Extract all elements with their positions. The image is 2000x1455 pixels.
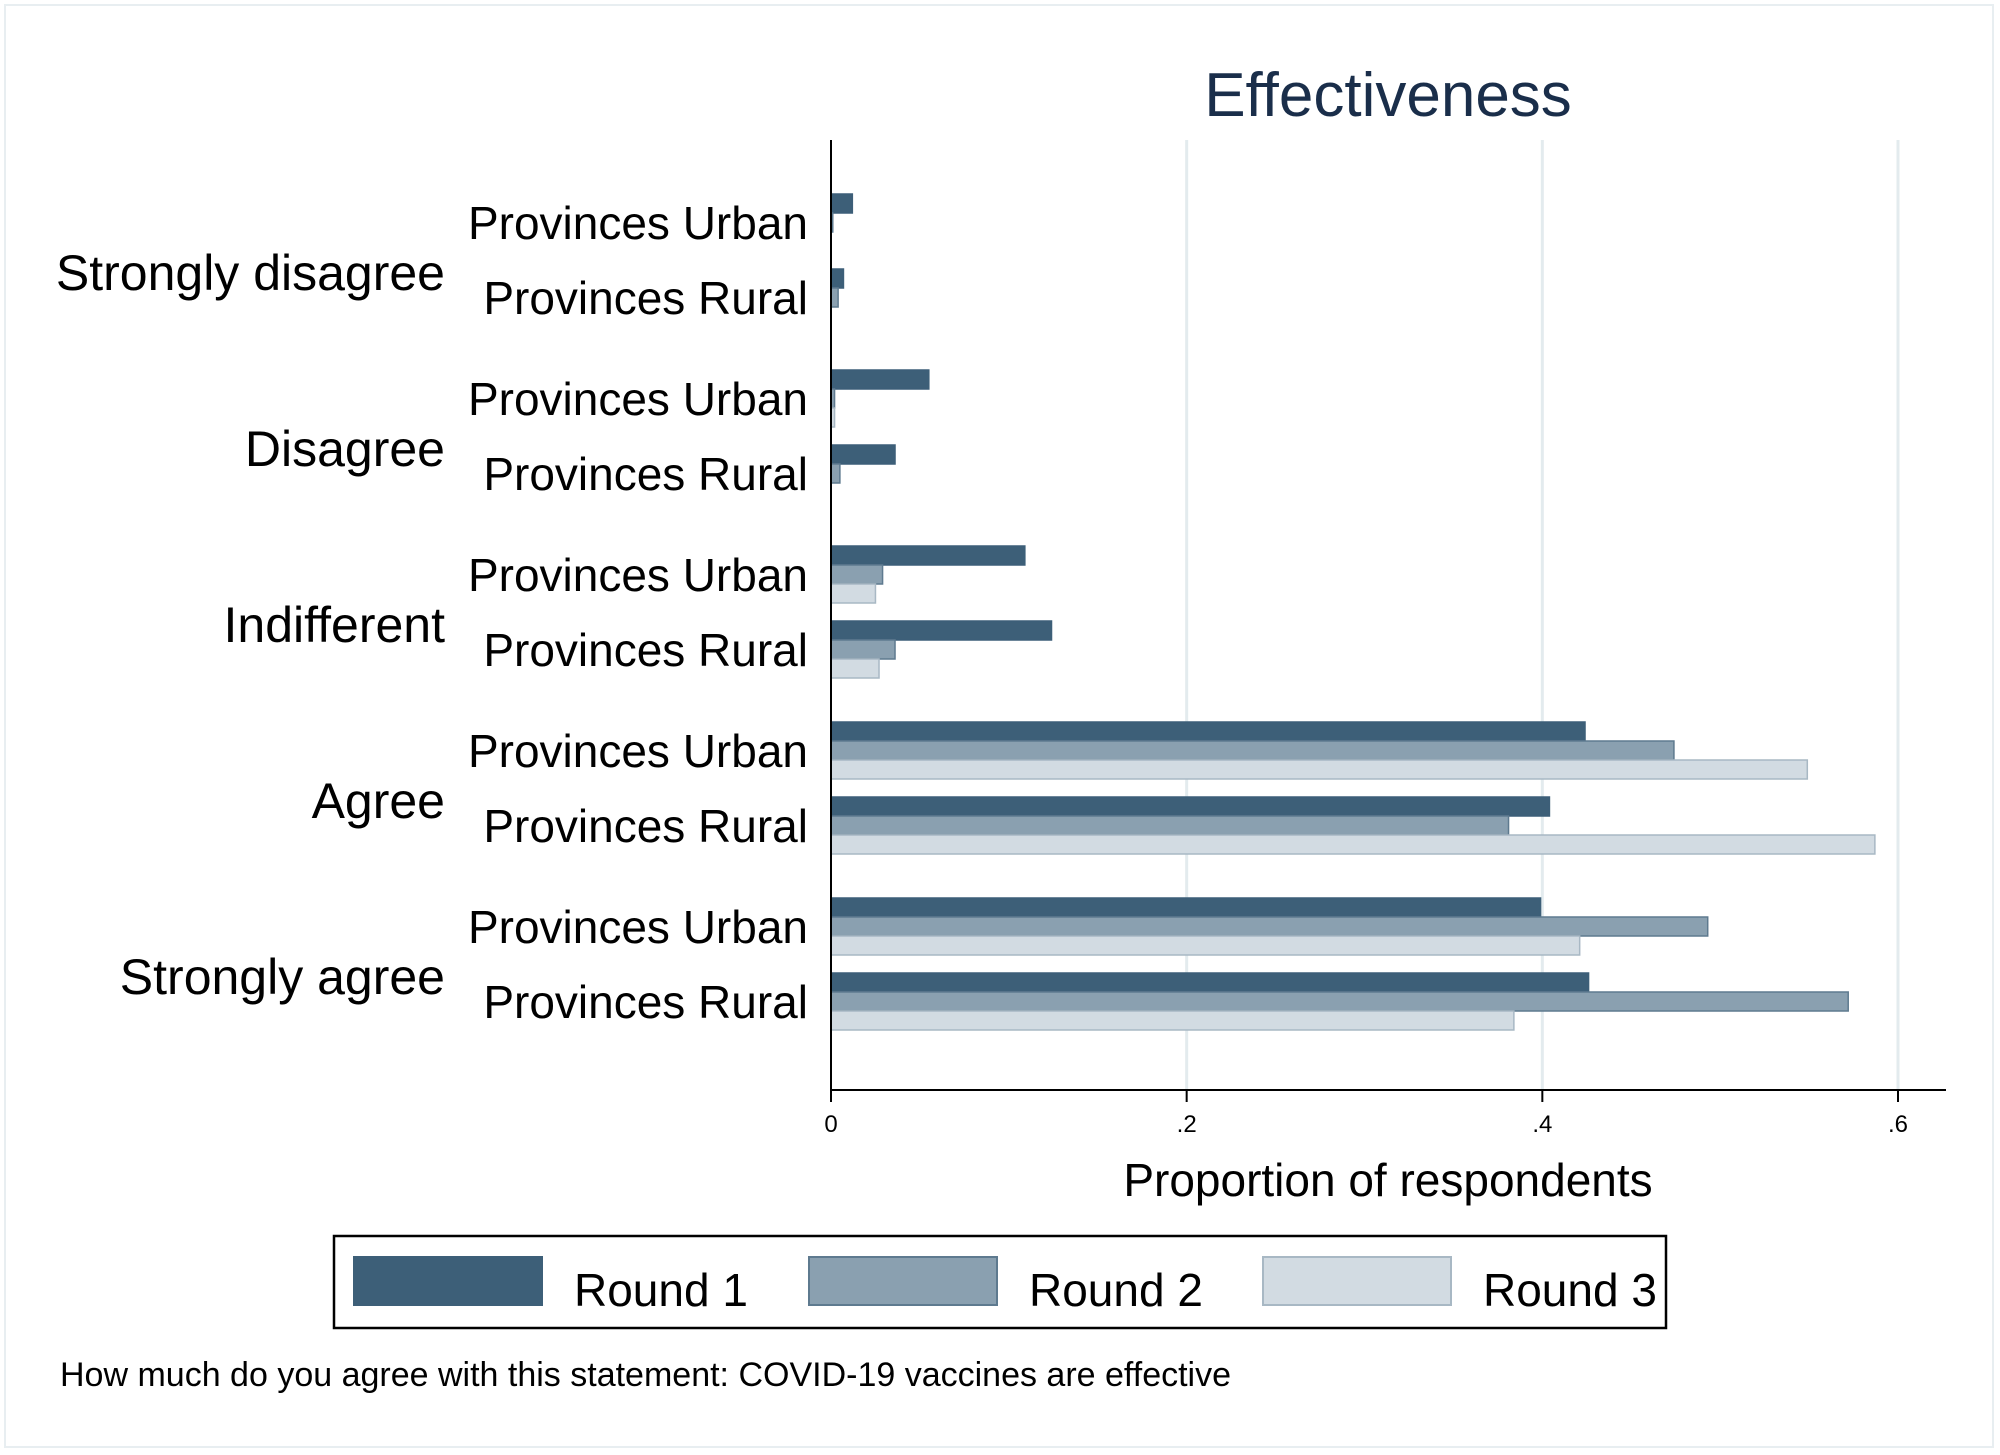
bar [830, 991, 1849, 1012]
bar [830, 369, 930, 390]
legend: Round 1 Round 2 Round 3 [332, 1234, 1668, 1330]
bar [830, 834, 1876, 855]
x-tick-label: .6 [1888, 1111, 1908, 1138]
legend-swatch [808, 1256, 998, 1306]
category-label: Indifferent [224, 597, 446, 653]
bar [830, 897, 1542, 918]
x-tick-label: .4 [1532, 1111, 1552, 1138]
bar [830, 935, 1581, 956]
bar [830, 545, 1026, 566]
group-label: Provinces Urban [468, 549, 808, 601]
bar [830, 444, 896, 465]
bar [830, 268, 845, 289]
category-label: Agree [312, 773, 445, 829]
bar [830, 815, 1510, 836]
chart-note: How much do you agree with this statemen… [60, 1356, 1231, 1394]
group-label: Provinces Rural [483, 624, 808, 676]
bar [830, 759, 1809, 780]
x-tick-label: .2 [1177, 1111, 1197, 1138]
group-label: Provinces Urban [468, 373, 808, 425]
bar [830, 620, 1053, 641]
x-tick-label: 0 [824, 1111, 837, 1138]
bar [830, 287, 839, 308]
group-label: Provinces Rural [483, 448, 808, 500]
category-label: Disagree [245, 421, 445, 477]
bar [830, 639, 896, 660]
chart-title: Effectiveness [1204, 61, 1572, 130]
group-label: Provinces Urban [468, 725, 808, 777]
category-label: Strongly agree [120, 949, 445, 1005]
group-label: Provinces Rural [483, 800, 808, 852]
legend-swatch [1262, 1256, 1452, 1306]
x-ticks: 0 .2 .4 .6 [824, 1090, 1908, 1138]
axes [830, 140, 1946, 1091]
bar [830, 564, 884, 585]
bar [830, 916, 1709, 937]
category-label: Strongly disagree [56, 245, 445, 301]
group-label: Provinces Urban [468, 901, 808, 953]
x-axis-title: Proportion of respondents [1123, 1154, 1652, 1206]
bar [830, 796, 1551, 817]
bar [830, 721, 1586, 742]
bars [830, 193, 1876, 1031]
bar [830, 740, 1675, 761]
legend-label: Round 2 [1029, 1264, 1203, 1316]
group-label: Provinces Rural [483, 976, 808, 1028]
legend-swatch [353, 1256, 543, 1306]
bar [830, 972, 1590, 993]
bar [830, 463, 841, 484]
group-label: Provinces Rural [483, 272, 808, 324]
bar [830, 193, 854, 214]
legend-label: Round 1 [574, 1264, 748, 1316]
legend-label: Round 3 [1483, 1264, 1657, 1316]
bar [830, 1010, 1515, 1031]
bar [830, 658, 880, 679]
group-label: Provinces Urban [468, 197, 808, 249]
category-labels: Provinces Urban Provinces Rural Strongly d… [56, 197, 808, 1028]
bar [830, 583, 877, 604]
